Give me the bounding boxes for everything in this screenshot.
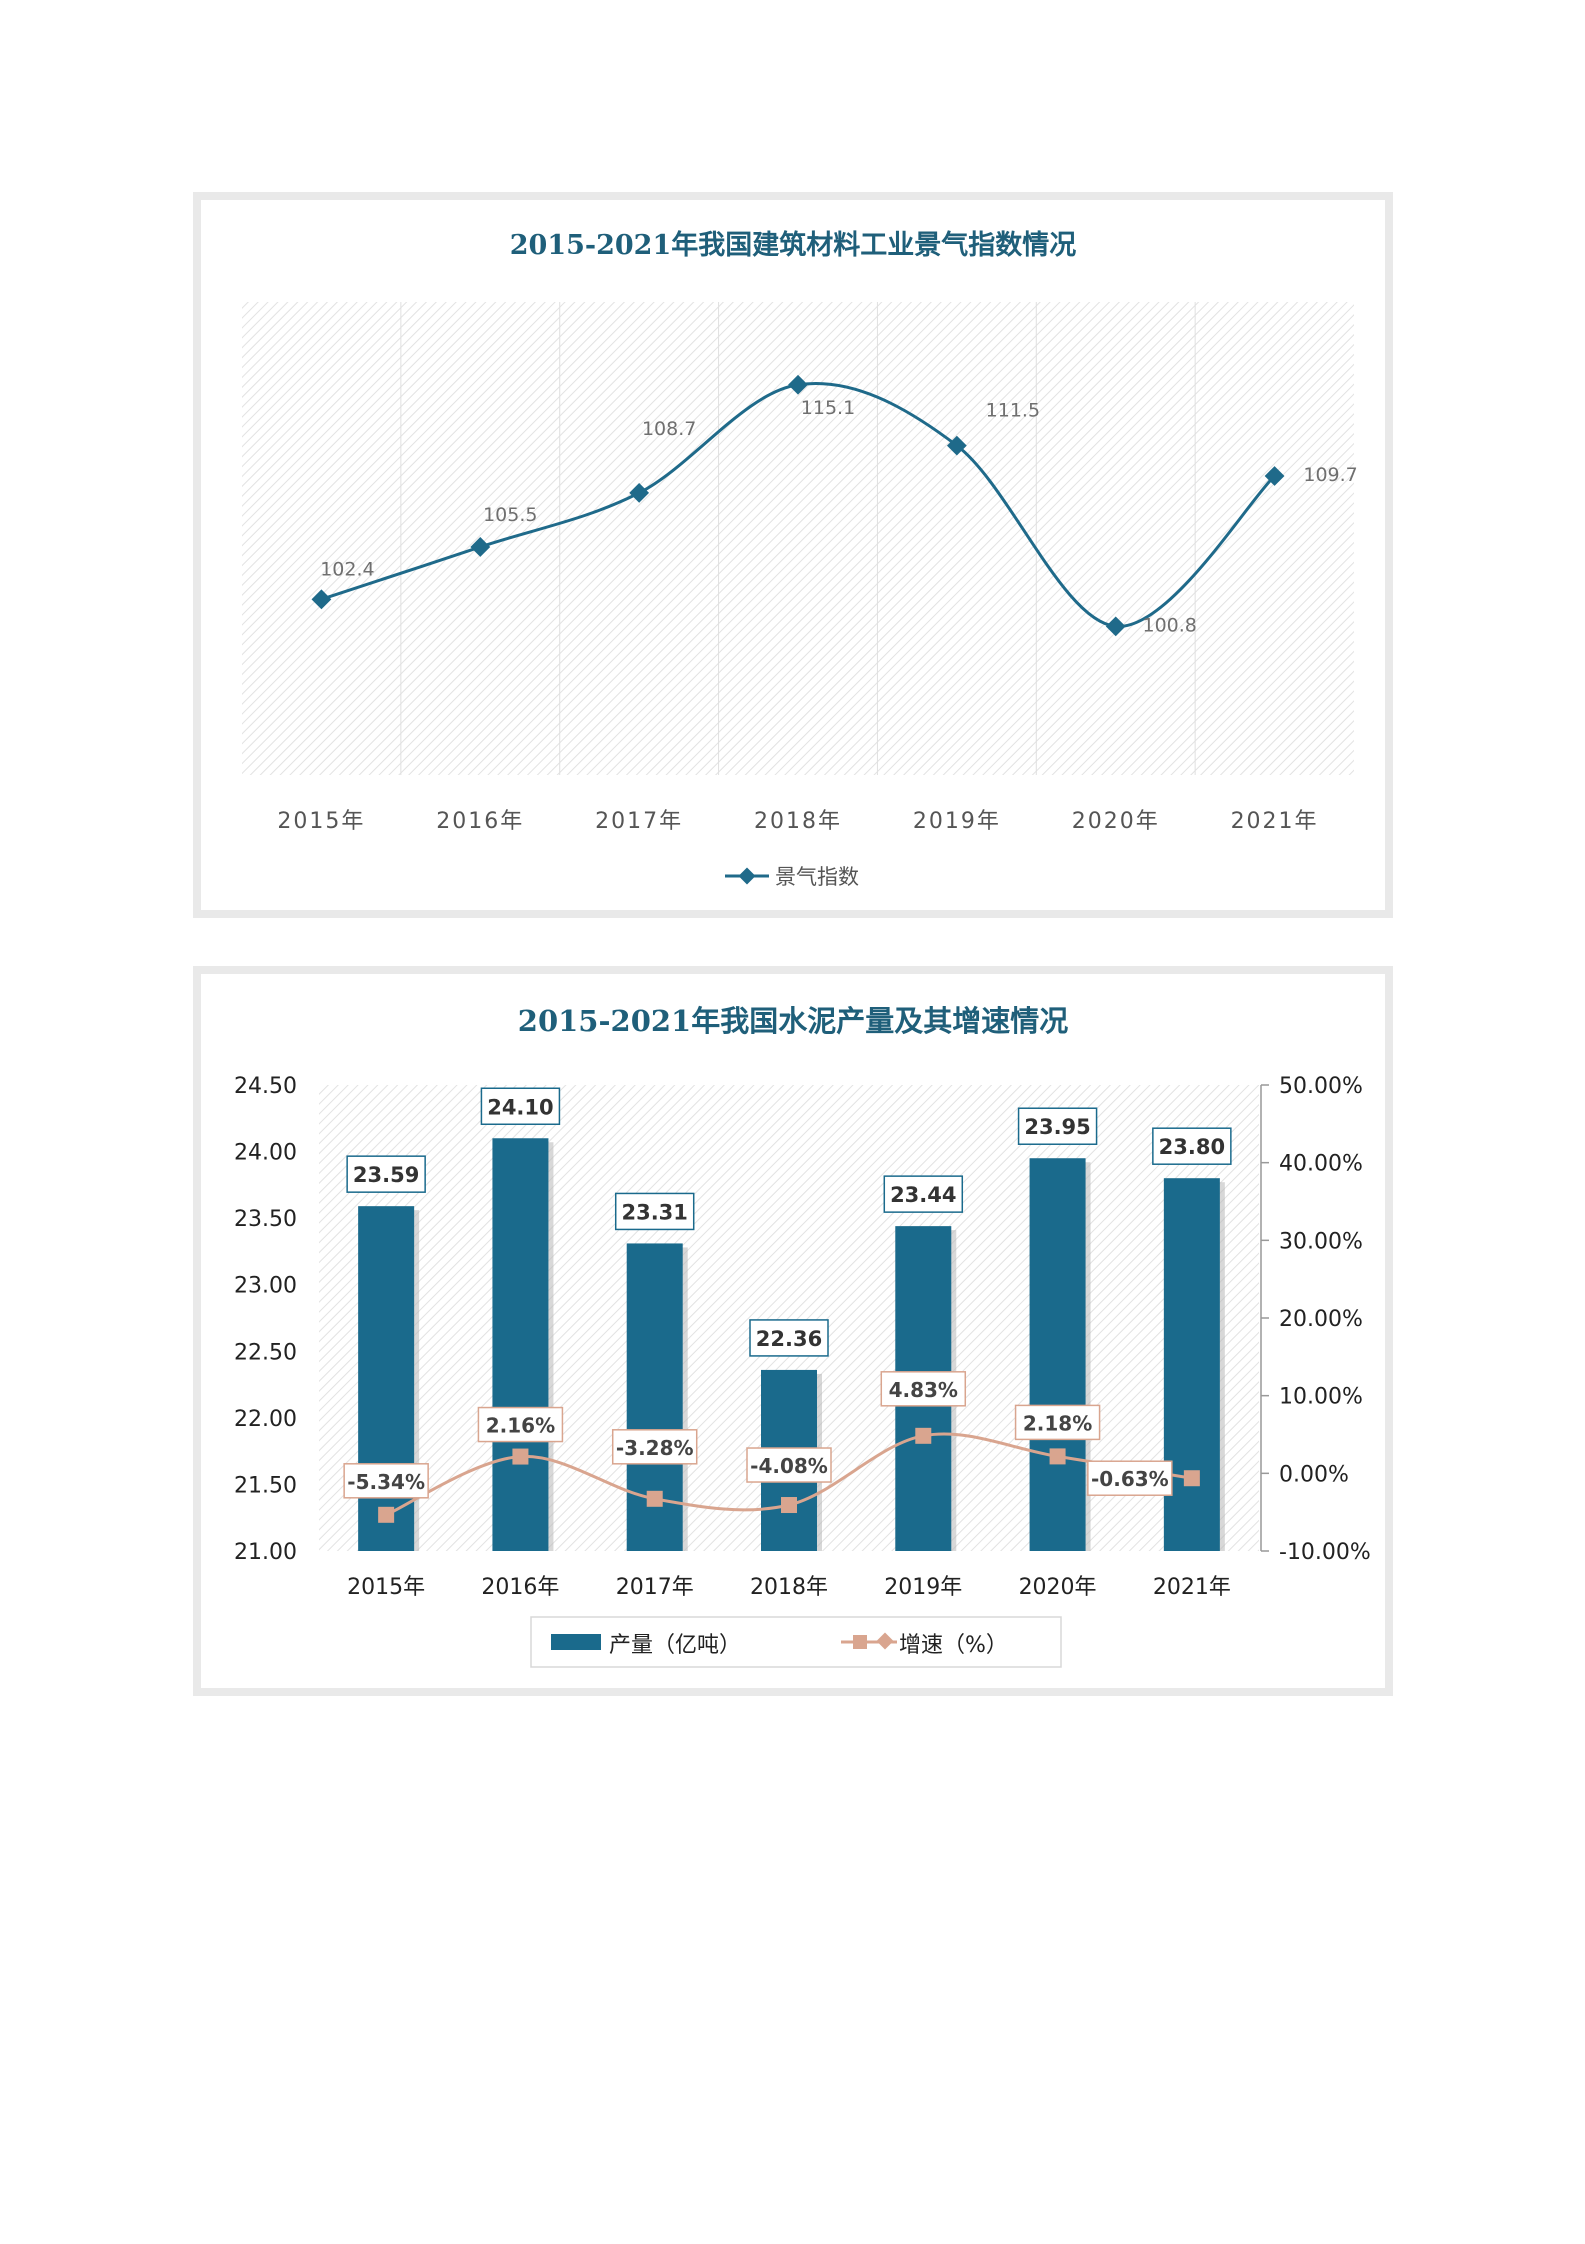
bar-label-box [1017, 1107, 1098, 1145]
growth-marker [378, 1506, 395, 1523]
y-left-tick-label: 23.50 [234, 1207, 297, 1232]
data-label: 100.8 [1143, 614, 1197, 636]
data-point [470, 537, 491, 557]
growth-data-label: -3.28% [616, 1436, 694, 1460]
growth-marker [512, 1448, 529, 1465]
y-left-tick-label: 21.00 [234, 1540, 297, 1565]
bar-label-box [1152, 1127, 1232, 1165]
chart-panel-prosperity-index: 2015-2021年我国建筑材料工业景气指数情况 102.4 105.5 108.7 1… [193, 192, 1393, 918]
growth-data-label: -0.63% [1091, 1467, 1169, 1491]
bar-production [1029, 1158, 1086, 1551]
data-label: 108.7 [642, 418, 696, 440]
growth-label-box [1087, 1460, 1173, 1496]
data-point [311, 589, 332, 610]
x-tick-label: 2015年 [347, 1575, 425, 1600]
bar-data-label: 23.59 [353, 1163, 419, 1187]
x-tick-label: 2017年 [616, 1575, 694, 1600]
growth-label-box [343, 1463, 429, 1499]
growth-data-label: -5.34% [347, 1470, 425, 1494]
plot-area [242, 302, 1354, 775]
growth-label-box [880, 1371, 967, 1407]
bar-data-label: 24.10 [487, 1095, 553, 1119]
x-tick-label: 2015年 [277, 809, 365, 834]
growth-data-label: 2.18% [1023, 1411, 1092, 1435]
data-label: 115.1 [801, 397, 855, 419]
bar-data-label: 23.31 [621, 1200, 687, 1224]
legend-label: 景气指数 [775, 865, 859, 889]
growth-label-box [746, 1447, 832, 1483]
growth-label-box [611, 1429, 698, 1465]
growth-data-label: 2.16% [486, 1414, 555, 1438]
bar-production [1163, 1178, 1220, 1551]
y-right-tick-label: 50.00% [1279, 1074, 1363, 1099]
x-tick-label: 2020年 [1019, 1575, 1097, 1600]
x-tick-label: 2019年 [913, 809, 1001, 834]
y-right-tick-label: 0.00% [1279, 1462, 1349, 1487]
x-tick-label: 2018年 [754, 809, 842, 834]
legend-diamond-marker [876, 1632, 894, 1650]
data-label: 105.5 [483, 504, 537, 526]
bar-data-label: 23.95 [1024, 1115, 1090, 1139]
legend-label-production: 产量（亿吨） [609, 1633, 741, 1658]
y-right-tick-label: 30.00% [1279, 1229, 1363, 1254]
y-left-tick-label: 22.50 [234, 1340, 297, 1365]
bar-production [492, 1138, 549, 1551]
bar-label-box [346, 1155, 426, 1193]
growth-marker [1049, 1448, 1066, 1465]
bar-label-box [480, 1087, 561, 1126]
y-left-tick-label: 21.50 [234, 1473, 297, 1498]
legend-diamond [738, 867, 756, 885]
y-left-tick-label: 24.00 [234, 1141, 297, 1166]
x-tick-label: 2019年 [884, 1575, 962, 1600]
bar-label-box [883, 1175, 964, 1213]
y-right-tick-label: -10.00% [1279, 1540, 1371, 1565]
legend-label-growth: 增速（%） [899, 1633, 1008, 1658]
growth-data-label: -4.08% [750, 1454, 828, 1478]
bar-label-box [614, 1192, 695, 1231]
legend-box [530, 1616, 1062, 1668]
legend-bar-swatch [551, 1634, 601, 1650]
data-label: 109.7 [1303, 464, 1357, 486]
bar-data-label: 23.44 [890, 1183, 956, 1207]
data-point [1105, 616, 1126, 637]
growth-marker [1183, 1470, 1200, 1487]
y-left-tick-label: 24.50 [234, 1074, 297, 1099]
bar-data-label: 22.36 [756, 1327, 822, 1351]
chart-title: 2015-2021年我国建筑材料工业景气指数情况 [510, 229, 1077, 261]
x-tick-label: 2020年 [1072, 809, 1160, 834]
bar-production [358, 1206, 415, 1551]
chart-title: 2015-2021年我国水泥产量及其增速情况 [518, 1004, 1068, 1038]
x-tick-label: 2016年 [481, 1575, 559, 1600]
y-left-tick-label: 22.00 [234, 1407, 297, 1432]
data-label: 111.5 [986, 400, 1040, 422]
y-right-tick-label: 20.00% [1279, 1307, 1363, 1332]
growth-data-label: 4.83% [889, 1378, 958, 1402]
bar-data-label: 23.80 [1159, 1135, 1225, 1159]
x-tick-label: 2018年 [750, 1575, 828, 1600]
growth-marker [646, 1490, 663, 1507]
y-right-tick-label: 10.00% [1279, 1385, 1363, 1410]
y-left-tick-label: 23.00 [234, 1274, 297, 1299]
growth-marker [781, 1497, 797, 1514]
data-point [788, 374, 808, 395]
growth-marker [915, 1427, 932, 1444]
data-label: 102.4 [320, 558, 374, 580]
chart-panel-cement-output: 2015-2021年我国水泥产量及其增速情况 21.00 21.50 22.00 22.… [193, 966, 1393, 1696]
growth-label-box [477, 1406, 564, 1443]
growth-label-box [1014, 1404, 1101, 1441]
chart-prosperity-index: 2015-2021年我国建筑材料工业景气指数情况 102.4 105.5 108.7 1… [242, 229, 1358, 889]
chart-cement-output: 2015-2021年我国水泥产量及其增速情况 21.00 21.50 22.00 22.… [234, 1004, 1371, 1668]
legend-square-marker [853, 1635, 867, 1649]
x-tick-label: 2017年 [595, 809, 683, 834]
data-point [1264, 466, 1285, 486]
y-right-tick-label: 40.00% [1279, 1152, 1363, 1177]
x-tick-label: 2021年 [1153, 1575, 1231, 1600]
bar-label-box [749, 1319, 829, 1357]
x-tick-label: 2021年 [1231, 809, 1319, 834]
x-tick-label: 2016年 [436, 809, 524, 834]
data-point [629, 482, 650, 503]
